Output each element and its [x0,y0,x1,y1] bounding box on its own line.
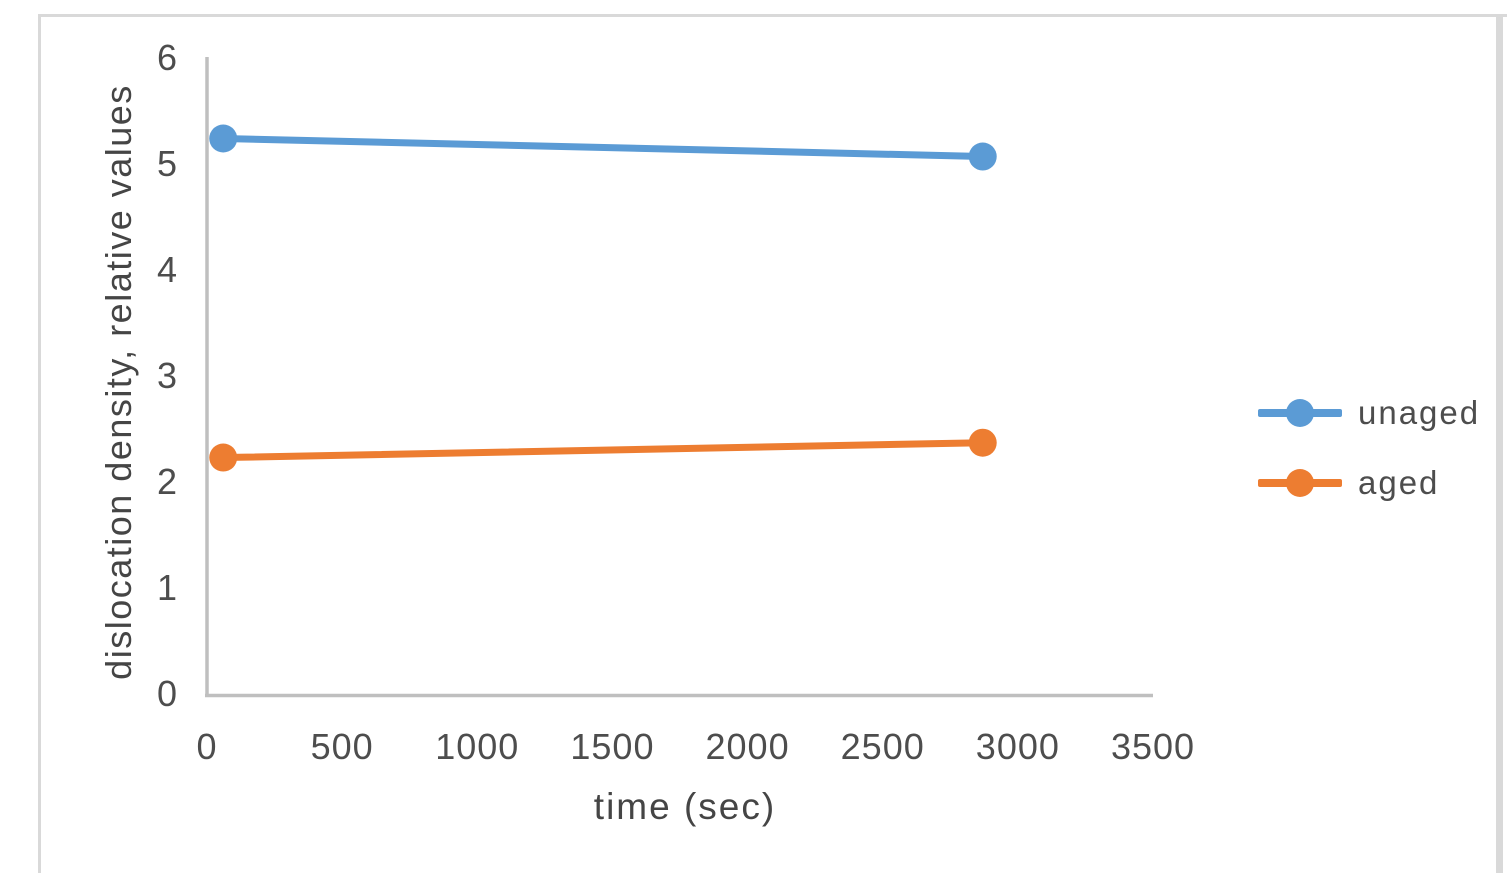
x-axis-title: time (sec) [593,786,777,827]
legend: unaged aged [1258,392,1480,504]
data-point-unaged-0 [209,124,238,153]
legend-marker-icon [1258,462,1342,504]
y-axis-title: dislocation density, relative values [98,84,139,680]
chart-frame-border-top [38,14,1507,17]
data-point-aged-0 [209,443,238,472]
legend-marker-icon [1258,392,1342,434]
data-point-unaged-1 [968,142,997,171]
x-tick-label-3000: 3000 [975,726,1060,767]
chart-frame-border-right [1496,14,1503,873]
series-line-aged [219,439,987,462]
x-tick-label-2500: 2500 [840,726,925,767]
y-tick-label-2: 2 [156,461,178,503]
x-tick-label-0: 0 [196,726,218,767]
y-tick-label-6: 6 [156,37,178,79]
chart-frame-border-left [38,14,41,873]
legend-dot-swatch [1286,399,1314,427]
y-tick-label-1: 1 [156,567,178,609]
x-tick-label-2000: 2000 [705,726,790,767]
y-tick-label-4: 4 [156,249,178,291]
x-tick-label-3500: 3500 [1110,726,1196,767]
series-line-unaged [219,135,987,161]
data-point-aged-1 [968,428,997,457]
legend-item-unaged: unaged [1258,392,1480,434]
x-tick-label-1000: 1000 [435,726,520,767]
legend-dot-swatch [1286,469,1314,497]
x-tick-label-1500: 1500 [570,726,655,767]
y-tick-label-5: 5 [156,143,178,185]
legend-label-aged: aged [1358,464,1440,501]
legend-label-unaged: unaged [1358,394,1481,431]
y-tick-label-0: 0 [156,673,178,715]
y-tick-label-3: 3 [156,355,178,397]
legend-item-aged: aged [1258,462,1480,504]
x-tick-label-500: 500 [310,726,374,767]
